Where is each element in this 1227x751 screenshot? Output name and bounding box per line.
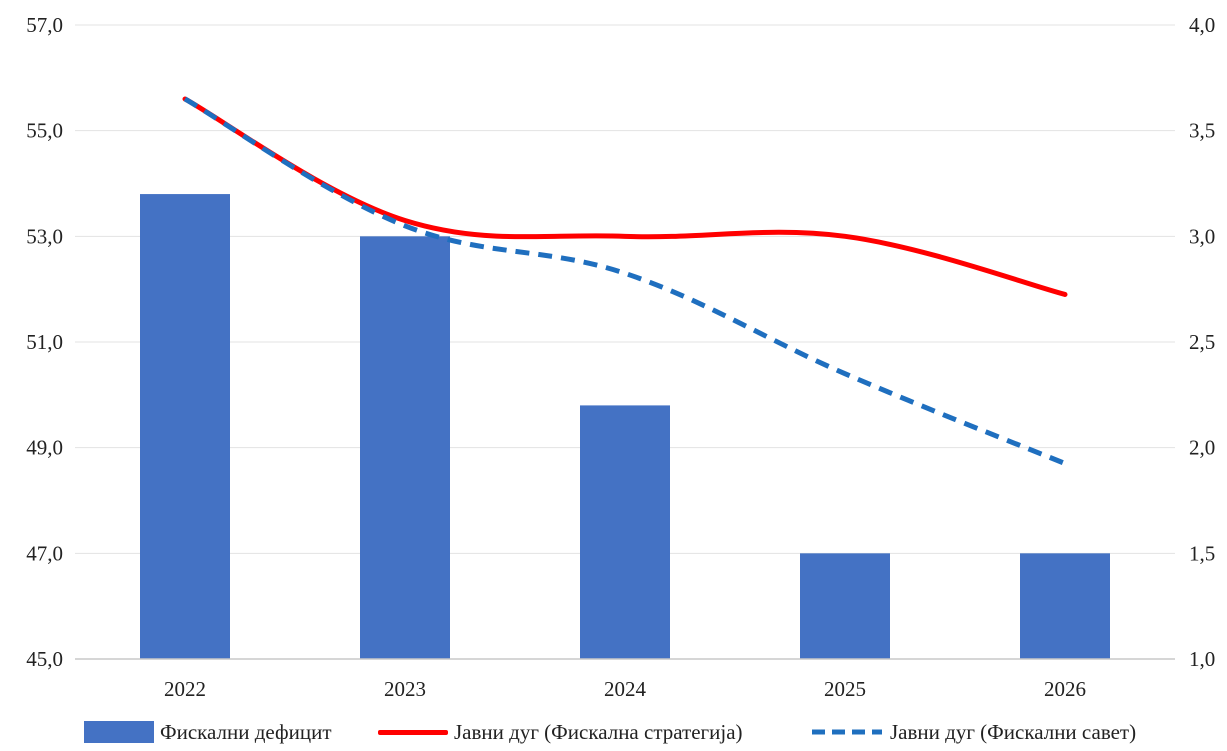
bar-2026	[1020, 553, 1110, 659]
line-strategy	[182, 96, 1068, 297]
right-tick-label: 1,5	[1189, 541, 1215, 565]
left-tick-label: 45,0	[26, 647, 63, 671]
line-council	[183, 96, 1066, 466]
legend-label: Јавни дуг (Фискални савет)	[890, 719, 1137, 744]
legend-item-line-council: Јавни дуг (Фискални савет)	[810, 717, 1136, 747]
left-y-axis: 45,0 47,0 49,0 51,0 53,0 55,0 57,0	[26, 13, 63, 671]
line-series	[182, 96, 1068, 466]
left-tick-label: 49,0	[26, 436, 63, 460]
x-tick-label: 2022	[164, 677, 206, 701]
left-tick-label: 55,0	[26, 119, 63, 143]
legend-item-line-strategy: Јавни дуг (Фискална стратегија)	[378, 717, 743, 747]
left-tick-label: 51,0	[26, 330, 63, 354]
legend-bar-swatch	[84, 721, 154, 743]
x-tick-labels: 2022 2023 2024 2025 2026	[164, 677, 1086, 701]
legend-dashed-line-swatch	[812, 729, 882, 735]
legend-label: Фискални дефицит	[160, 719, 332, 744]
left-tick-label: 47,0	[26, 541, 63, 565]
bar-2023	[360, 236, 450, 660]
bar-series	[140, 194, 1110, 660]
x-tick-label: 2023	[384, 677, 426, 701]
bar-2022	[140, 194, 230, 660]
right-tick-label: 4,0	[1189, 13, 1215, 37]
right-tick-label: 2,5	[1189, 330, 1215, 354]
legend-label: Јавни дуг (Фискална стратегија)	[454, 719, 743, 744]
right-tick-label: 3,0	[1189, 224, 1215, 248]
right-tick-label: 1,0	[1189, 647, 1215, 671]
right-tick-label: 3,5	[1189, 119, 1215, 143]
legend-solid-line-swatch	[378, 729, 448, 735]
left-tick-label: 57,0	[26, 13, 63, 37]
legend-item-bar: Фискални дефицит	[84, 717, 332, 747]
legend: Фискални дефицит Јавни дуг (Фискална стр…	[0, 717, 1227, 751]
left-tick-label: 53,0	[26, 224, 63, 248]
x-tick-label: 2026	[1044, 677, 1086, 701]
right-y-axis: 1,0 1,5 2,0 2,5 3,0 3,5 4,0	[1189, 13, 1215, 671]
bar-2024	[580, 405, 670, 659]
x-tick-label: 2025	[824, 677, 866, 701]
bar-2025	[800, 553, 890, 659]
gridlines	[75, 24, 1175, 554]
right-tick-label: 2,0	[1189, 436, 1215, 460]
x-tick-label: 2024	[604, 677, 647, 701]
